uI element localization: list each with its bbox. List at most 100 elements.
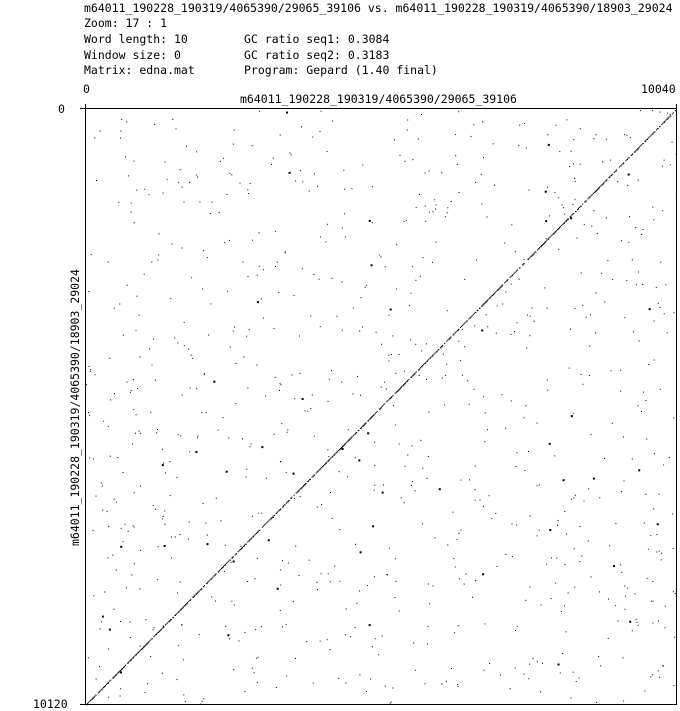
noise-dot [675, 197, 677, 199]
noise-dot [388, 547, 390, 549]
noise-dot [312, 136, 314, 138]
diagonal-dot [610, 174, 613, 177]
noise-dot [161, 448, 163, 450]
diagonal-dot [132, 657, 134, 659]
noise-dot [196, 151, 198, 153]
diagonal-dot [298, 489, 300, 491]
diagonal-dot [113, 676, 115, 678]
diagonal-dot [165, 624, 166, 626]
noise-dot [370, 264, 373, 267]
noise-dot [275, 266, 276, 267]
noise-dot [564, 213, 566, 215]
diagonal-dot [398, 388, 401, 390]
diagonal-dot [264, 524, 266, 526]
noise-dot [628, 241, 630, 243]
noise-dot [444, 216, 446, 218]
diagonal-dot [339, 447, 342, 450]
noise-dot [89, 415, 91, 417]
diagonal-dot [649, 135, 651, 137]
noise-dot [326, 151, 328, 152]
noise-dot [399, 154, 401, 156]
noise-dot [171, 243, 173, 245]
noise-dot [197, 176, 199, 178]
diagonal-dot [420, 367, 421, 369]
noise-dot [244, 631, 246, 633]
diagonal-dot [350, 437, 352, 439]
diagonal-dot [107, 682, 109, 684]
noise-dot [427, 583, 429, 585]
noise-dot [458, 111, 460, 113]
y-axis-end-label: 10120 [33, 697, 68, 711]
noise-dot [231, 600, 233, 602]
noise-dot [458, 340, 460, 342]
noise-dot [320, 236, 322, 238]
noise-dot [631, 259, 633, 261]
diagonal-dot [293, 494, 295, 496]
diagonal-dot [86, 704, 88, 706]
diagonal-dot [595, 189, 598, 191]
diagonal-dot [501, 285, 503, 287]
noise-dot [620, 390, 622, 392]
noise-dot [664, 627, 666, 629]
noise-dot [674, 593, 676, 594]
diagonal-dot [334, 453, 336, 455]
diagonal-dot [140, 648, 143, 650]
noise-dot [395, 372, 397, 374]
diagonal-dot [291, 496, 293, 498]
diagonal-dot [94, 695, 96, 697]
noise-dot [570, 415, 573, 418]
diagonal-dot [345, 442, 347, 444]
noise-dot [108, 628, 111, 631]
noise-dot [461, 374, 463, 376]
gc-ratio-seq2-label: GC ratio seq2: 0.3183 [244, 48, 390, 62]
noise-dot [388, 354, 390, 356]
noise-dot [617, 620, 619, 622]
noise-dot [590, 434, 592, 436]
noise-dot [224, 241, 226, 243]
noise-dot [148, 194, 150, 196]
noise-dot [341, 227, 343, 229]
noise-dot [458, 192, 460, 193]
noise-dot [328, 378, 330, 380]
diagonal-dot [376, 410, 378, 412]
noise-dot [195, 451, 198, 453]
diagonal-dot [422, 365, 424, 367]
noise-dot [574, 494, 576, 496]
noise-dot [284, 252, 286, 254]
diagonal-dot [287, 501, 289, 503]
diagonal-dot [470, 316, 472, 318]
diagonal-dot [323, 464, 325, 467]
noise-dot [669, 164, 671, 166]
noise-dot [256, 681, 258, 683]
noise-dot [380, 386, 382, 388]
noise-dot [417, 138, 419, 140]
noise-dot [432, 585, 434, 587]
diagonal-dot [375, 411, 377, 413]
noise-dot [475, 181, 477, 183]
noise-dot [127, 530, 129, 532]
diagonal-dot [122, 666, 125, 668]
noise-dot [258, 512, 260, 514]
noise-dot [422, 257, 424, 259]
diagonal-dot [500, 286, 502, 288]
diagonal-dot [258, 529, 261, 531]
noise-dot [130, 390, 132, 391]
noise-dot [209, 213, 211, 214]
noise-dot [651, 674, 653, 676]
noise-dot [295, 545, 297, 547]
noise-dot [345, 682, 347, 684]
noise-dot [313, 435, 315, 437]
diagonal-dot [247, 541, 249, 543]
noise-dot [156, 432, 158, 434]
noise-dot [475, 259, 477, 261]
noise-dot [130, 202, 132, 204]
diagonal-dot [244, 544, 245, 546]
noise-dot [118, 201, 120, 203]
diagonal-dot [482, 304, 484, 306]
noise-dot [306, 641, 308, 643]
noise-dot [453, 558, 455, 560]
noise-dot [125, 156, 126, 158]
noise-dot [538, 484, 540, 486]
noise-dot [482, 505, 484, 507]
noise-dot [385, 388, 387, 390]
